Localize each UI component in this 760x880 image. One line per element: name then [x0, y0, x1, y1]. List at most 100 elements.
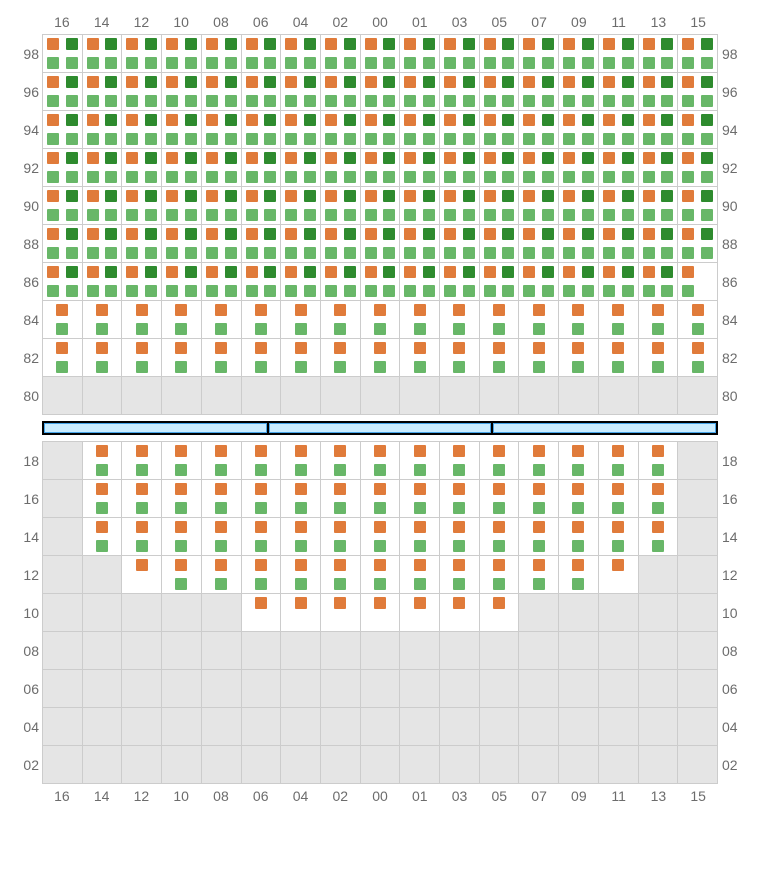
seat-marker[interactable]: [463, 285, 475, 297]
grid-cell[interactable]: [321, 35, 361, 73]
seat-marker[interactable]: [344, 114, 356, 126]
grid-cell[interactable]: [400, 301, 440, 339]
grid-cell[interactable]: [400, 111, 440, 149]
seat-marker[interactable]: [365, 247, 377, 259]
seat-marker[interactable]: [493, 445, 505, 457]
seat-marker[interactable]: [502, 114, 514, 126]
seat-marker[interactable]: [682, 133, 694, 145]
seat-marker[interactable]: [612, 304, 624, 316]
grid-cell[interactable]: [480, 73, 520, 111]
grid-cell[interactable]: [400, 73, 440, 111]
seat-marker[interactable]: [225, 133, 237, 145]
grid-cell[interactable]: [242, 556, 282, 594]
seat-marker[interactable]: [304, 285, 316, 297]
seat-marker[interactable]: [225, 209, 237, 221]
grid-cell[interactable]: [599, 518, 639, 556]
grid-cell[interactable]: [400, 480, 440, 518]
grid-cell[interactable]: [83, 263, 123, 301]
seat-marker[interactable]: [344, 190, 356, 202]
seat-marker[interactable]: [701, 209, 713, 221]
seat-marker[interactable]: [404, 209, 416, 221]
seat-marker[interactable]: [484, 209, 496, 221]
seat-marker[interactable]: [542, 152, 554, 164]
seat-marker[interactable]: [484, 152, 496, 164]
seat-marker[interactable]: [255, 445, 267, 457]
seat-marker[interactable]: [622, 57, 634, 69]
seat-marker[interactable]: [682, 266, 694, 278]
seat-marker[interactable]: [414, 521, 426, 533]
seat-marker[interactable]: [334, 445, 346, 457]
seat-marker[interactable]: [484, 266, 496, 278]
grid-cell[interactable]: [440, 149, 480, 187]
seat-marker[interactable]: [523, 285, 535, 297]
grid-cell[interactable]: [242, 149, 282, 187]
seat-marker[interactable]: [563, 285, 575, 297]
seat-marker[interactable]: [493, 597, 505, 609]
seat-marker[interactable]: [126, 285, 138, 297]
seat-marker[interactable]: [572, 361, 584, 373]
grid-cell[interactable]: [480, 442, 520, 480]
seat-marker[interactable]: [166, 190, 178, 202]
grid-cell[interactable]: [361, 111, 401, 149]
grid-cell[interactable]: [361, 594, 401, 632]
seat-marker[interactable]: [246, 57, 258, 69]
grid-cell[interactable]: [83, 187, 123, 225]
seat-marker[interactable]: [484, 57, 496, 69]
seat-marker[interactable]: [383, 57, 395, 69]
seat-marker[interactable]: [126, 209, 138, 221]
seat-marker[interactable]: [622, 228, 634, 240]
grid-cell[interactable]: [400, 225, 440, 263]
grid-cell[interactable]: [361, 301, 401, 339]
seat-marker[interactable]: [404, 228, 416, 240]
seat-marker[interactable]: [374, 464, 386, 476]
seat-marker[interactable]: [66, 285, 78, 297]
seat-marker[interactable]: [444, 114, 456, 126]
seat-marker[interactable]: [572, 323, 584, 335]
grid-cell[interactable]: [400, 518, 440, 556]
grid-cell[interactable]: [122, 263, 162, 301]
grid-cell[interactable]: [122, 149, 162, 187]
grid-cell[interactable]: [480, 518, 520, 556]
seat-marker[interactable]: [145, 38, 157, 50]
seat-marker[interactable]: [444, 152, 456, 164]
seat-marker[interactable]: [56, 323, 68, 335]
grid-cell[interactable]: [519, 556, 559, 594]
seat-marker[interactable]: [603, 152, 615, 164]
seat-marker[interactable]: [246, 95, 258, 107]
grid-cell[interactable]: [122, 518, 162, 556]
seat-marker[interactable]: [225, 152, 237, 164]
seat-marker[interactable]: [365, 95, 377, 107]
seat-marker[interactable]: [533, 502, 545, 514]
grid-cell[interactable]: [162, 339, 202, 377]
grid-cell[interactable]: [281, 73, 321, 111]
seat-marker[interactable]: [453, 464, 465, 476]
grid-cell[interactable]: [559, 442, 599, 480]
seat-marker[interactable]: [96, 521, 108, 533]
seat-marker[interactable]: [661, 190, 673, 202]
seat-marker[interactable]: [225, 76, 237, 88]
grid-cell[interactable]: [321, 301, 361, 339]
seat-marker[interactable]: [87, 95, 99, 107]
seat-marker[interactable]: [325, 114, 337, 126]
seat-marker[interactable]: [484, 38, 496, 50]
grid-cell[interactable]: [559, 556, 599, 594]
seat-marker[interactable]: [582, 228, 594, 240]
grid-cell[interactable]: [321, 339, 361, 377]
seat-marker[interactable]: [701, 114, 713, 126]
seat-marker[interactable]: [295, 597, 307, 609]
seat-marker[interactable]: [444, 95, 456, 107]
seat-marker[interactable]: [136, 342, 148, 354]
grid-cell[interactable]: [639, 35, 679, 73]
grid-cell[interactable]: [400, 594, 440, 632]
seat-marker[interactable]: [325, 171, 337, 183]
seat-marker[interactable]: [463, 247, 475, 259]
grid-cell[interactable]: [599, 263, 639, 301]
seat-marker[interactable]: [145, 76, 157, 88]
seat-marker[interactable]: [325, 38, 337, 50]
seat-marker[interactable]: [383, 152, 395, 164]
seat-marker[interactable]: [582, 114, 594, 126]
seat-marker[interactable]: [66, 76, 78, 88]
seat-marker[interactable]: [542, 190, 554, 202]
seat-marker[interactable]: [383, 266, 395, 278]
seat-marker[interactable]: [304, 152, 316, 164]
